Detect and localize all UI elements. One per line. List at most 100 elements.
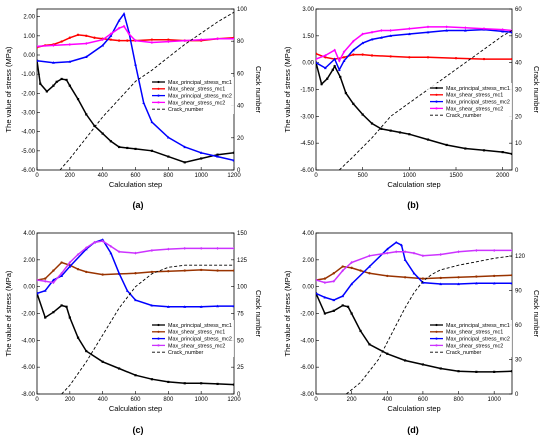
data-point [333, 57, 337, 61]
data-point [332, 272, 336, 275]
data-point [421, 254, 425, 258]
data-point [341, 269, 345, 273]
y2-axis-label: Crack number [532, 290, 541, 338]
y2-axis-label: Crack number [532, 66, 541, 114]
series-layer [37, 238, 234, 394]
x-axis-label: Calculation step [387, 180, 440, 189]
y2-tick-label: 50 [515, 34, 522, 40]
plot-frame [315, 232, 513, 395]
x-tick-label: 1500 [449, 173, 463, 179]
data-point [361, 53, 364, 56]
x-tick-label: 200 [65, 397, 76, 403]
x-tick-label: 400 [382, 397, 393, 403]
legend-entry: Crack_number [446, 113, 482, 119]
y-tick-label: 2.00 [23, 15, 35, 21]
data-point [426, 138, 430, 141]
data-point [389, 55, 392, 58]
legend-marker [157, 101, 160, 104]
data-point [52, 269, 55, 272]
data-point [232, 158, 234, 162]
data-point [167, 247, 170, 251]
data-point [183, 161, 186, 164]
data-point [510, 281, 512, 285]
y-tick-label: -2.00 [21, 91, 35, 97]
x-tick-label: 500 [358, 173, 369, 179]
data-point [475, 248, 478, 252]
data-point [510, 370, 512, 373]
data-point [122, 12, 126, 15]
data-point [339, 75, 342, 79]
data-point [117, 19, 121, 22]
data-point [403, 359, 407, 362]
data-point [232, 37, 234, 41]
data-point [464, 26, 467, 30]
y-tick-label: -4.00 [300, 338, 314, 344]
data-point [337, 68, 341, 71]
data-point [333, 48, 336, 52]
legend-entry: Max_principal_stress_mc2 [446, 337, 510, 343]
data-point [52, 84, 55, 87]
data-point [117, 26, 121, 30]
x-tick-label: 0 [35, 397, 39, 403]
data-point [408, 27, 411, 31]
data-point [421, 363, 425, 366]
y2-tick-label: 0 [515, 168, 519, 174]
y2-tick-label: 30 [515, 358, 522, 364]
data-point [403, 250, 407, 254]
data-point [84, 42, 88, 45]
data-point [400, 243, 403, 247]
data-point [167, 380, 170, 384]
x-tick-label: 2000 [496, 173, 510, 179]
data-point [439, 367, 442, 370]
y-tick-label: -6.00 [300, 365, 314, 371]
data-point [482, 149, 486, 152]
data-point [68, 36, 72, 39]
data-point [510, 30, 512, 34]
legend-entry: Crack_number [446, 350, 482, 356]
data-point [216, 155, 219, 158]
data-point [408, 56, 411, 59]
y2-tick-label: 100 [237, 7, 248, 13]
data-point [341, 265, 344, 268]
legend-entry: Max_shear_stress_mc1 [446, 93, 503, 99]
legend-entry: Max_shear_stress_mc2 [168, 343, 225, 349]
data-point [370, 54, 374, 57]
data-point [352, 39, 355, 43]
data-point [368, 343, 371, 346]
x-tick-label: 800 [163, 397, 174, 403]
y2-tick-label: 50 [237, 338, 244, 344]
series-line-Crack_number [59, 11, 234, 170]
data-point [134, 251, 137, 255]
data-point [52, 278, 55, 282]
data-point [350, 312, 353, 315]
data-point [341, 294, 345, 298]
data-point [126, 39, 129, 42]
legend-marker [435, 337, 438, 340]
data-point [101, 238, 105, 241]
x-tick-label: 600 [130, 173, 141, 179]
x-tick-label: 0 [314, 173, 318, 179]
data-point [338, 59, 341, 63]
data-point [421, 277, 425, 280]
legend-marker [157, 80, 160, 84]
data-point [183, 39, 187, 43]
data-point [68, 42, 72, 46]
data-point [134, 374, 137, 377]
data-point [134, 147, 137, 151]
y2-tick-label: 90 [515, 289, 522, 295]
data-point [183, 246, 187, 250]
x-tick-label: 200 [347, 397, 358, 403]
y-tick-label: -8.00 [21, 392, 35, 398]
data-point [421, 281, 425, 284]
data-point [475, 275, 478, 278]
data-point [68, 84, 71, 87]
data-point [492, 274, 496, 278]
data-point [331, 68, 334, 71]
data-point [101, 43, 105, 47]
data-point [379, 36, 383, 39]
data-point [45, 90, 48, 93]
data-point [361, 41, 365, 45]
legend-entry: Max_shear_stress_mc1 [168, 330, 225, 336]
data-point [101, 132, 104, 135]
data-point [316, 61, 318, 64]
